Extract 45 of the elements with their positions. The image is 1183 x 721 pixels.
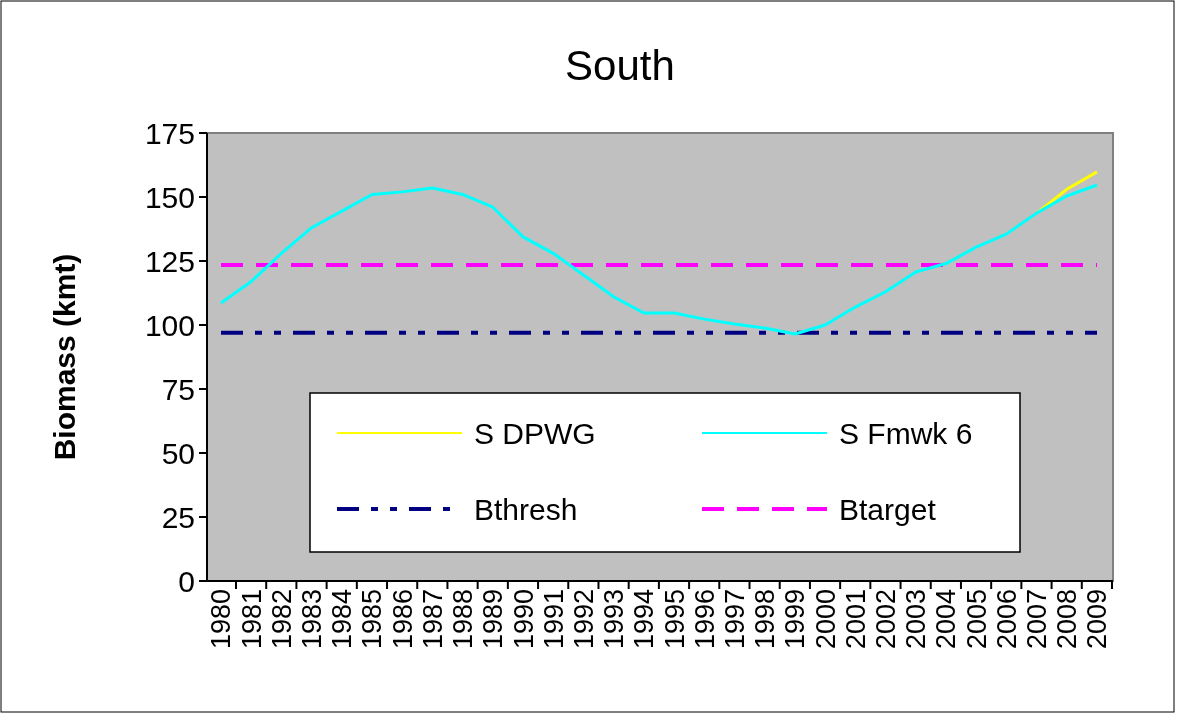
x-tick-label: 2002 [871, 589, 901, 650]
x-tick-label: 1993 [599, 589, 630, 650]
x-tick-label: 1987 [417, 589, 448, 650]
y-tick-label: 0 [178, 564, 195, 598]
x-tick-label: 1998 [750, 589, 781, 650]
legend-label: S Fmwk 6 [839, 416, 973, 450]
x-tick-label: 1994 [629, 589, 660, 650]
y-axis-title: Biomass (kmt) [48, 253, 81, 461]
legend-label: Bthresh [474, 492, 578, 526]
x-tick-label: 1999 [780, 589, 811, 650]
x-tick-label: 1990 [508, 589, 539, 650]
x-tick-label: 1997 [719, 589, 750, 650]
y-tick-label: 50 [161, 436, 195, 470]
y-tick-label: 100 [144, 308, 195, 342]
x-tick-label: 2001 [840, 589, 871, 650]
x-tick-label: 1991 [538, 589, 569, 650]
y-tick-label: 150 [144, 180, 195, 214]
x-tick-label: 2005 [961, 589, 992, 650]
x-tick-label: 1989 [478, 589, 509, 650]
legend-label: Btarget [839, 492, 937, 526]
x-tick-label: 2004 [931, 589, 962, 650]
x-tick-label: 2000 [810, 589, 841, 650]
x-tick-label: 2009 [1082, 589, 1113, 650]
x-tick-label: 1995 [659, 589, 690, 650]
y-tick-label: 25 [161, 500, 195, 534]
x-tick-label: 1982 [266, 589, 297, 650]
x-tick-label: 1980 [206, 589, 237, 650]
line-series [219, 183, 1099, 336]
y-tick-label: 75 [161, 372, 195, 406]
x-tick-label: 1992 [568, 589, 599, 650]
x-tick-label: 2003 [901, 589, 932, 650]
x-tick-label: 1984 [327, 589, 358, 650]
x-tick-label: 2007 [1022, 589, 1053, 650]
legend-label: S DPWG [474, 416, 596, 450]
x-tick-label: 2006 [991, 589, 1022, 650]
x-tick-label: 1988 [448, 589, 479, 650]
chart-title: South [565, 42, 675, 89]
x-tick-label: 1985 [357, 589, 388, 650]
y-tick-label: 175 [144, 116, 195, 150]
y-tick-label: 125 [144, 244, 195, 278]
x-tick-label: 1981 [236, 589, 267, 650]
x-tick-label: 1986 [387, 589, 418, 650]
x-tick-label: 1983 [297, 589, 328, 650]
x-tick-label: 2008 [1052, 589, 1083, 650]
x-tick-label: 1996 [689, 589, 720, 650]
